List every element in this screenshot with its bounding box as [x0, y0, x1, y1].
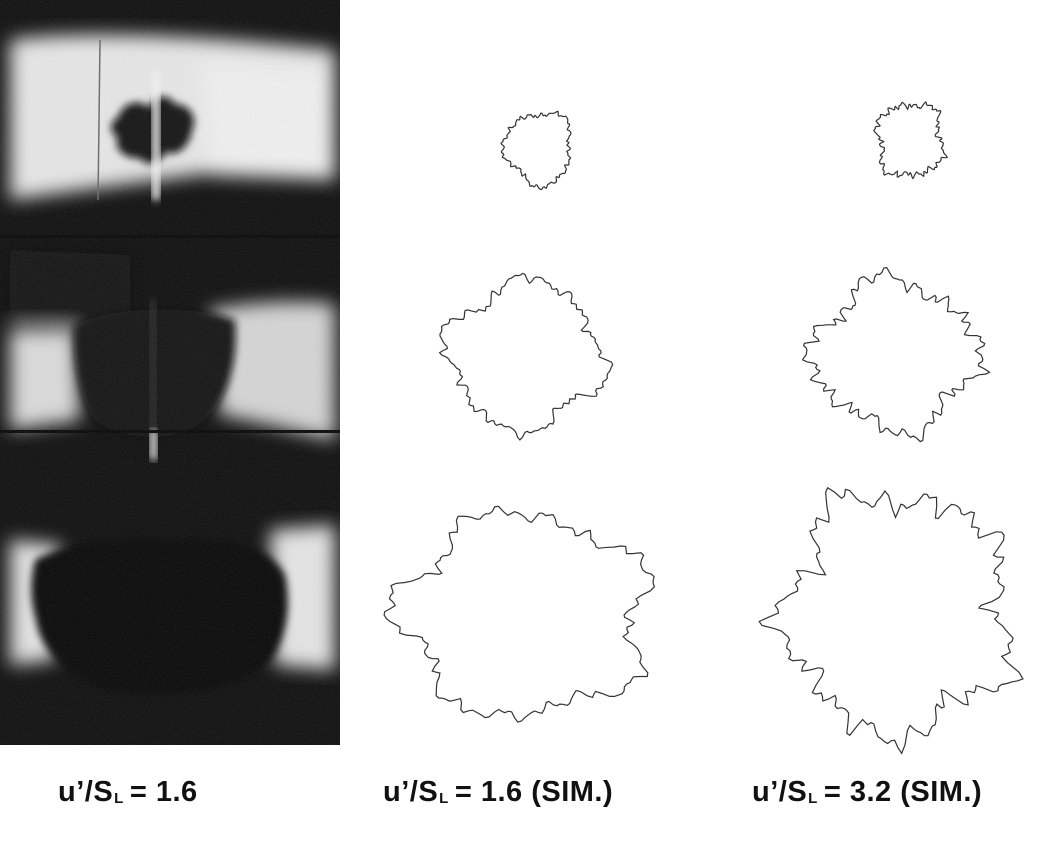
caption-sim-low: u’/SL = 1.6 (SIM.)	[383, 776, 614, 808]
sim-high-front-1	[873, 101, 948, 180]
sim-low-front-1	[500, 110, 572, 191]
sim-high-front-3	[758, 486, 1024, 755]
caption-experiment: u’/SL = 1.6	[58, 776, 198, 808]
sim-low-front-2	[438, 272, 614, 441]
flame-photograph	[0, 0, 340, 745]
caption-sim-high: u’/SL = 3.2 (SIM.)	[752, 776, 983, 808]
sim-high-front-2	[801, 266, 991, 443]
sim-low-front-3	[383, 505, 656, 723]
simulated-flame-fronts	[383, 101, 1024, 755]
